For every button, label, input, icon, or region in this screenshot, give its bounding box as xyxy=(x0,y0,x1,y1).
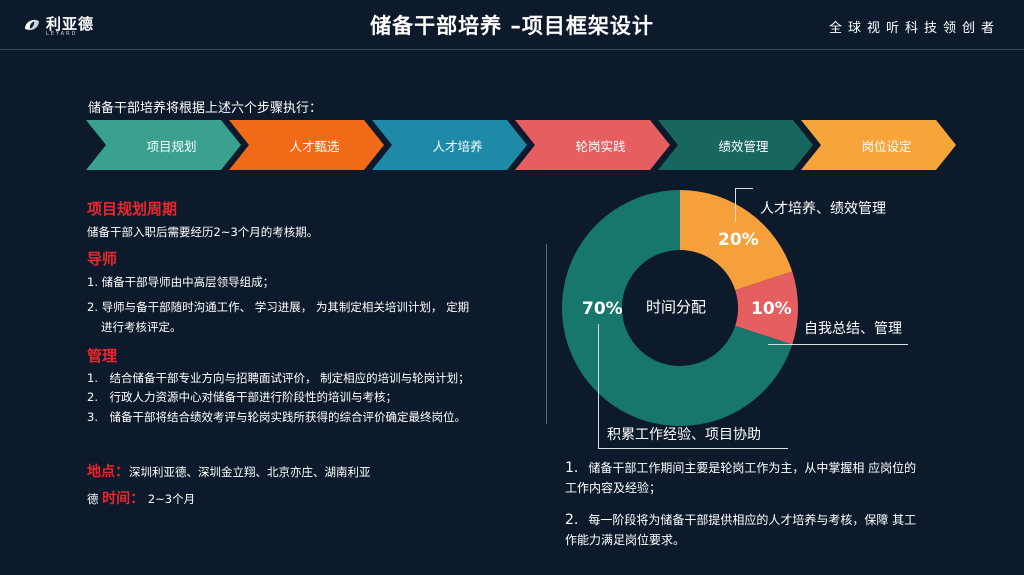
note-2-number: 2. xyxy=(565,512,579,528)
logo-swirl-icon xyxy=(25,19,39,31)
step-chevron-5 xyxy=(658,120,813,170)
location-label: 地点： xyxy=(87,464,129,480)
column-divider xyxy=(546,244,547,424)
slice-pct-20: 20% xyxy=(718,230,759,250)
logo-subtext: LEYARD xyxy=(46,31,78,37)
donut-center-label: 时间分配 xyxy=(646,298,707,316)
note-1-text: 储备干部工作期间主要是轮岗工作为主，从中掌握相 应岗位的工作内容及经验； xyxy=(565,461,917,495)
step-chevron-2 xyxy=(229,120,384,170)
mentor-item-2: 2. 导师与备干部随时沟通工作、 学习进展， 为其制定相关培训计划， 定期 xyxy=(87,300,470,314)
page-title: 储备干部培养 –项目框架设计 xyxy=(370,14,654,38)
step-label-6: 岗位设定 xyxy=(861,139,912,154)
step-chevron-3 xyxy=(372,120,527,170)
section-mentor-title: 导师 xyxy=(87,250,118,268)
slice-pct-10: 10% xyxy=(751,299,792,319)
mentor-item-1: 1. 储备干部导师由中高层领导组成； xyxy=(87,275,275,289)
section-plan-title: 项目规划周期 xyxy=(87,200,178,218)
callout-line-70-h xyxy=(598,448,788,449)
time-label: 时间： xyxy=(102,491,145,507)
step-chevron-1 xyxy=(86,120,241,170)
logo-text: 利亚德 xyxy=(46,15,95,33)
plan-text: 储备干部入职后需要经历2~3个月的考核期。 xyxy=(87,225,319,239)
callout-line-70-v xyxy=(598,324,599,448)
callout-self-summary: 自我总结、管理 xyxy=(804,321,902,337)
step-label-3: 人才培养 xyxy=(432,139,483,154)
callout-work-experience: 积累工作经验、项目协助 xyxy=(607,427,761,443)
intro-text: 储备干部培养将根据上述六个步骤执行： xyxy=(88,101,323,116)
donut-slice-1 xyxy=(680,190,793,291)
manage-item-1: 1. 结合储备干部专业方向与招聘面试评价， 制定相应的培训与轮岗计划； xyxy=(87,371,470,385)
time-text: 2~3个月 xyxy=(147,492,196,506)
process-chevrons xyxy=(86,120,956,170)
callout-talent-performance: 人才培养、绩效管理 xyxy=(760,201,886,217)
step-chevron-6 xyxy=(801,120,956,170)
location-text: 深圳利亚德、深圳金立翔、北京亦庄、湖南利亚 xyxy=(129,465,371,479)
note-2-text: 每一阶段将为储备干部提供相应的人才培养与考核，保障 其工作能力满足岗位要求。 xyxy=(565,513,917,547)
brand-logo: 利亚德 LEYARD xyxy=(22,12,112,38)
donut-slice-3 xyxy=(562,190,793,426)
note-2: 2. 每一阶段将为储备干部提供相应的人才培养与考核，保障 其工作能力满足岗位要求。 xyxy=(565,510,925,550)
callout-line-10 xyxy=(768,344,908,345)
mentor-item-2-cont: 进行考核评定。 xyxy=(101,320,182,334)
manage-item-2: 2. 行政人力资源中心对储备干部进行阶段性的培训与考核； xyxy=(87,390,397,404)
section-manage-title: 管理 xyxy=(87,347,118,365)
note-1-number: 1. xyxy=(565,460,579,476)
step-chevron-4 xyxy=(515,120,670,170)
step-label-1: 项目规划 xyxy=(146,139,197,154)
step-label-4: 轮岗实践 xyxy=(575,139,626,154)
time-line: 德 时间： 2~3个月 xyxy=(87,489,195,509)
donut-slice-2 xyxy=(735,271,798,345)
step-label-2: 人才甄选 xyxy=(289,139,340,154)
time-allocation-donut xyxy=(562,190,798,426)
callout-line-20-h xyxy=(735,188,753,189)
process-steps: 项目规划 人才甄选 人才培养 轮岗实践 绩效管理 岗位设定 xyxy=(86,120,956,172)
location-line: 地点：深圳利亚德、深圳金立翔、北京亦庄、湖南利亚 xyxy=(87,462,371,482)
slice-pct-70: 70% xyxy=(582,299,623,319)
callout-line-20-v xyxy=(735,188,736,222)
location-tail: 德 xyxy=(87,492,99,506)
manage-item-3: 3. 储备干部将结合绩效考评与轮岗实践所获得的综合评价确定最终岗位。 xyxy=(87,410,466,424)
step-label-5: 绩效管理 xyxy=(718,139,769,154)
header-divider xyxy=(0,49,1024,50)
slogan: 全球视听科技领创者 xyxy=(828,21,1000,36)
note-1: 1. 储备干部工作期间主要是轮岗工作为主，从中掌握相 应岗位的工作内容及经验； xyxy=(565,458,925,498)
